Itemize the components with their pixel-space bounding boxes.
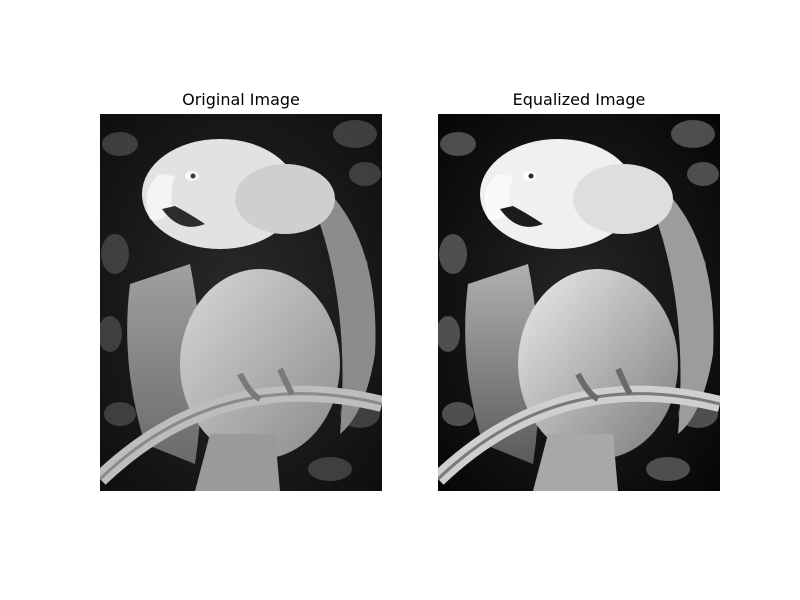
equalized-parrot-image <box>438 114 720 491</box>
equalized-image-title: Equalized Image <box>512 90 646 109</box>
original-image-title: Original Image <box>182 90 300 109</box>
original-parrot-image <box>100 114 382 491</box>
